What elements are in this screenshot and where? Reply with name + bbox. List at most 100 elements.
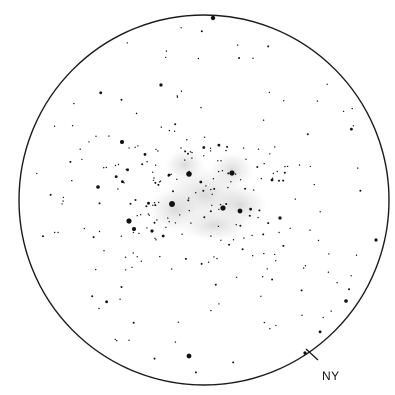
star	[134, 199, 137, 201]
star	[203, 136, 206, 138]
star	[267, 222, 270, 225]
nebulosity-glow	[145, 147, 270, 243]
star	[49, 193, 52, 196]
star	[173, 130, 176, 132]
star	[271, 278, 274, 281]
star	[96, 185, 100, 189]
star	[283, 171, 286, 174]
star	[57, 231, 59, 234]
star	[134, 146, 136, 148]
star	[289, 227, 291, 229]
star	[301, 314, 303, 316]
star	[230, 181, 232, 183]
star	[98, 307, 100, 310]
star	[214, 283, 217, 286]
star	[174, 123, 177, 126]
star	[71, 180, 73, 182]
star	[165, 226, 167, 229]
star	[114, 164, 117, 167]
star	[274, 253, 276, 256]
star	[322, 316, 324, 319]
star	[136, 256, 138, 258]
star	[170, 173, 172, 175]
star	[124, 256, 127, 258]
star	[350, 275, 352, 277]
star	[126, 42, 128, 44]
star	[357, 167, 359, 169]
star	[342, 110, 345, 113]
star	[256, 166, 259, 168]
star	[218, 303, 220, 305]
star	[188, 209, 190, 212]
star	[191, 157, 193, 159]
star	[275, 324, 277, 327]
star	[154, 181, 157, 184]
star	[232, 361, 235, 364]
star	[225, 203, 228, 205]
star	[228, 243, 231, 246]
star	[141, 163, 144, 166]
star	[317, 239, 320, 242]
star	[284, 165, 286, 168]
star	[153, 177, 155, 179]
star	[146, 227, 148, 229]
star	[313, 183, 315, 186]
star	[83, 227, 86, 230]
star	[197, 57, 200, 60]
star	[210, 188, 212, 191]
star	[203, 216, 206, 219]
star	[120, 286, 123, 288]
star	[117, 188, 119, 190]
star	[120, 140, 124, 144]
star	[350, 127, 353, 131]
star	[114, 175, 118, 179]
star	[351, 107, 353, 110]
star	[202, 146, 206, 149]
star	[71, 125, 74, 127]
star	[129, 202, 132, 205]
star	[179, 214, 181, 216]
star	[188, 197, 190, 199]
star	[172, 190, 174, 193]
star	[210, 15, 216, 21]
star	[143, 153, 147, 156]
star	[186, 171, 192, 177]
star	[344, 299, 348, 303]
star	[154, 164, 157, 166]
star	[167, 217, 169, 219]
star	[274, 146, 276, 148]
star	[99, 91, 103, 95]
star	[309, 165, 311, 168]
star	[152, 204, 154, 206]
star	[156, 219, 158, 221]
star	[105, 300, 108, 304]
star	[226, 145, 229, 148]
star	[318, 330, 322, 334]
star	[304, 265, 307, 267]
star	[262, 276, 264, 278]
star	[176, 178, 178, 180]
star	[229, 170, 235, 176]
star	[153, 221, 156, 224]
star	[209, 150, 212, 152]
star	[302, 267, 305, 269]
star	[263, 163, 265, 165]
star	[270, 178, 274, 182]
star	[127, 220, 130, 222]
star	[194, 371, 197, 374]
star	[286, 165, 289, 168]
star	[205, 185, 207, 187]
star	[98, 202, 101, 205]
star	[199, 180, 203, 184]
star	[263, 321, 266, 324]
star	[200, 262, 203, 265]
star	[153, 202, 156, 204]
star	[132, 227, 136, 231]
star	[147, 201, 150, 205]
star	[257, 148, 260, 150]
star	[266, 268, 268, 270]
star	[92, 236, 95, 239]
star	[209, 147, 212, 149]
star	[200, 30, 203, 33]
star	[108, 135, 110, 137]
